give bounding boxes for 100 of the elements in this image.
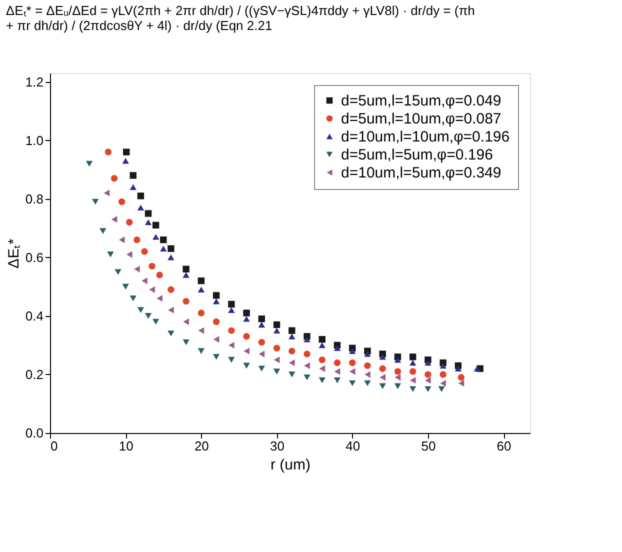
point [334,368,340,375]
point [273,344,280,352]
point [334,359,341,366]
point [118,236,125,244]
point [149,286,155,293]
point [104,190,110,196]
y-axis-title: ΔEₜ* [5,238,22,268]
point [104,148,112,156]
point [152,222,160,229]
point [144,313,152,319]
point [212,292,220,299]
point [141,248,148,255]
y-tick-label: 0.4 [25,308,44,324]
point [424,386,432,392]
point [168,306,174,314]
point [364,380,371,386]
point [110,175,118,182]
point [100,228,106,234]
point [182,266,190,272]
point [137,192,144,200]
point [304,336,310,342]
point [198,310,205,316]
point [122,158,129,164]
point [288,348,296,354]
point [111,216,118,223]
point [440,362,446,369]
point [228,307,235,313]
point [334,345,341,352]
point [148,262,156,270]
point [273,321,280,328]
point [438,386,445,392]
point [243,316,250,322]
x-tick-label: 10 [118,438,134,454]
point [425,376,431,384]
point [212,318,220,326]
point [228,300,235,308]
point [364,351,371,357]
point [183,318,189,326]
point [114,269,122,275]
point [122,148,130,156]
point [168,245,174,252]
point [288,372,296,378]
point [156,272,163,278]
point [394,368,402,375]
y-tick-label: 0.0 [25,426,44,440]
x-tick-label: 40 [346,438,360,454]
point [134,266,140,272]
point [409,360,416,366]
point [380,374,386,381]
legend-label: d=5um,l=10um,φ=0.087 [341,110,502,128]
point [160,246,167,252]
point [118,198,126,206]
y-tick-label: 0.6 [25,250,44,265]
point [288,327,296,334]
legend-label: d=5um,l=15um,φ=0.049 [341,92,502,110]
point [349,348,356,354]
point [168,254,174,260]
point [424,360,432,366]
point [318,336,326,343]
point [142,277,148,284]
point [126,218,133,226]
point [410,376,416,384]
point [364,362,371,370]
point [379,365,386,372]
point [212,354,220,360]
point [349,368,356,375]
point [144,219,152,226]
text: ΔEₜ* = ΔEᵤ/ΔEd = γLV(2πh + 2πr dh/dr) / ((γSV−γSL)4πddy + γLV8l) · dr/dy = (πh + πr dh/dr) / (2πdcosθY + 4l) · dr/dy (Eqn 2.21 [6,3,475,33]
point [182,339,190,346]
point [334,377,341,384]
point [244,348,250,354]
point [152,234,160,240]
point [409,386,416,392]
point [258,338,266,346]
point [258,366,266,372]
point [379,354,386,360]
y-tick-label: 1.2 [25,74,44,90]
point [243,310,250,316]
x-tick-label: 30 [270,438,285,454]
point [213,336,220,343]
point [379,383,386,390]
point [168,286,174,293]
point [458,374,465,381]
point [440,380,446,387]
point [144,210,152,217]
point [424,371,432,378]
x-tick-label: 20 [194,438,209,454]
point [228,327,235,334]
point [349,380,356,386]
point [349,359,356,366]
point [458,380,464,387]
point [198,277,205,284]
point [198,286,205,292]
point [228,356,235,363]
point [182,298,190,305]
point [152,318,160,325]
point [130,295,137,302]
point [122,284,129,290]
x-tick-label: 50 [421,438,436,454]
point [273,328,280,334]
